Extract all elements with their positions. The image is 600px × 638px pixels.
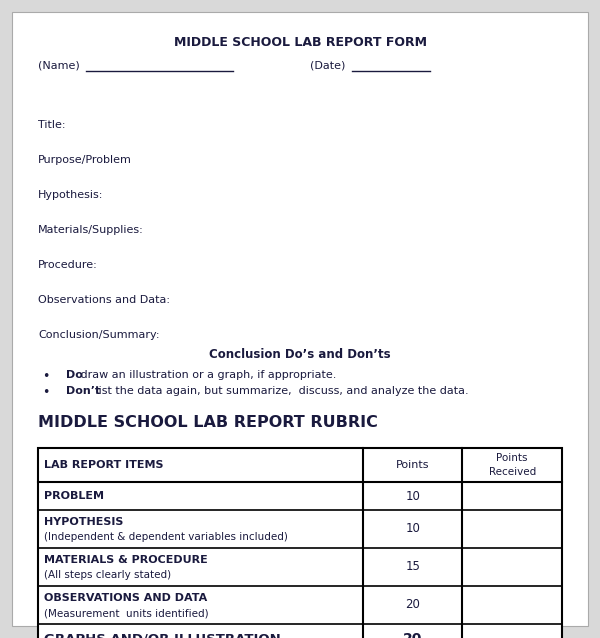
Text: Materials/Supplies:: Materials/Supplies: [38,225,144,235]
Text: Observations and Data:: Observations and Data: [38,295,170,305]
Text: HYPOTHESIS: HYPOTHESIS [44,517,124,527]
Text: (Name): (Name) [38,60,80,70]
Text: •: • [42,386,49,399]
Text: draw an illustration or a graph, if appropriate.: draw an illustration or a graph, if appr… [77,370,336,380]
Text: LAB REPORT ITEMS: LAB REPORT ITEMS [44,460,163,470]
Text: 20: 20 [403,632,422,638]
Text: Points
Received: Points Received [488,454,536,477]
Text: Title:: Title: [38,120,65,130]
Text: MATERIALS & PROCEDURE: MATERIALS & PROCEDURE [44,555,208,565]
Text: Points: Points [396,460,430,470]
Text: Don’t: Don’t [66,386,100,396]
Text: PROBLEM: PROBLEM [44,491,104,501]
Text: MIDDLE SCHOOL LAB REPORT FORM: MIDDLE SCHOOL LAB REPORT FORM [173,36,427,49]
Text: MIDDLE SCHOOL LAB REPORT RUBRIC: MIDDLE SCHOOL LAB REPORT RUBRIC [38,415,378,430]
Text: Hypothesis:: Hypothesis: [38,190,103,200]
Text: (All steps clearly stated): (All steps clearly stated) [44,570,171,581]
Text: Conclusion Do’s and Don’ts: Conclusion Do’s and Don’ts [209,348,391,361]
Bar [38,448,562,638]
Text: Procedure:: Procedure: [38,260,98,270]
Text: Conclusion/Summary:: Conclusion/Summary: [38,330,160,340]
Text: (Date): (Date) [310,60,346,70]
Text: list the data again, but summarize,  discuss, and analyze the data.: list the data again, but summarize, disc… [92,386,469,396]
Text: 20: 20 [405,598,420,611]
Text: 10: 10 [405,523,420,535]
Text: •: • [42,370,49,383]
Text: 15: 15 [405,561,420,574]
Text: 10: 10 [405,489,420,503]
Text: (Measurement  units identified): (Measurement units identified) [44,609,209,618]
Text: OBSERVATIONS AND DATA: OBSERVATIONS AND DATA [44,593,207,603]
Text: (Independent & dependent variables included): (Independent & dependent variables inclu… [44,532,288,542]
Text: Do: Do [66,370,83,380]
Text: Purpose/Problem: Purpose/Problem [38,155,132,165]
Text: GRAPHS AND/OR ILLUSTRATION: GRAPHS AND/OR ILLUSTRATION [44,632,281,638]
